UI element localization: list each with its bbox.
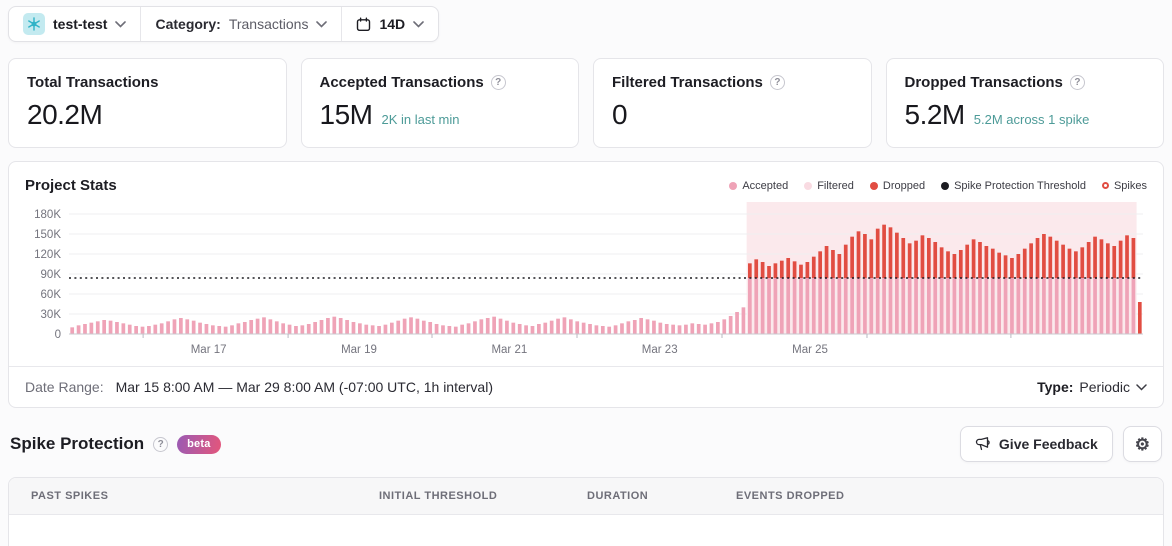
date-range-selector[interactable]: 14D — [342, 7, 438, 41]
svg-text:90K: 90K — [41, 269, 62, 281]
beta-badge: beta — [177, 434, 221, 454]
give-feedback-button[interactable]: Give Feedback — [959, 426, 1113, 462]
svg-text:60K: 60K — [41, 289, 62, 301]
svg-text:Mar 19: Mar 19 — [341, 344, 377, 356]
date-range-label: Date Range: — [25, 379, 104, 395]
chart-legend: Accepted Filtered Dropped Spike Protecti… — [729, 180, 1147, 192]
calendar-icon — [356, 17, 371, 32]
chevron-down-icon — [413, 20, 424, 28]
legend-swatch-dropped — [869, 181, 878, 190]
table-row — [9, 515, 1163, 546]
column-header-past-spikes: PAST SPIKES — [31, 490, 109, 502]
gear-icon: ⚙ — [1134, 434, 1150, 454]
range-label: 14D — [379, 16, 406, 32]
help-icon[interactable]: ? — [153, 436, 169, 452]
type-value: Periodic — [1079, 379, 1130, 395]
legend-item-accepted[interactable]: Accepted — [729, 180, 788, 192]
chart-title: Project Stats — [25, 177, 117, 194]
section-title: Spike Protection — [10, 434, 145, 453]
category-selector[interactable]: Category: Transactions — [141, 7, 341, 41]
legend-swatch-spikes — [1101, 182, 1109, 189]
column-header-duration: DURATION — [587, 490, 649, 502]
stat-value: 15M — [319, 99, 373, 130]
type-label: Type: — [1037, 379, 1074, 395]
chevron-down-icon — [1136, 383, 1147, 391]
svg-text:0: 0 — [55, 329, 61, 341]
stat-card-dropped-transactions: Dropped Transactions ? 5.2M 5.2M across … — [885, 58, 1164, 148]
legend-label: Dropped — [882, 179, 926, 192]
legend-item-spike-protection-threshold[interactable]: Spike Protection Threshold — [941, 180, 1086, 192]
project-selector[interactable]: test-test — [9, 7, 140, 41]
stat-card-filtered-transactions: Filtered Transactions ? 0 — [593, 58, 872, 148]
svg-text:150K: 150K — [34, 229, 61, 241]
give-feedback-label: Give Feedback — [998, 436, 1098, 452]
type-selector[interactable]: Type: Periodic — [1037, 379, 1147, 395]
help-icon[interactable]: ? — [1069, 75, 1085, 90]
svg-text:Mar 23: Mar 23 — [642, 344, 678, 356]
date-range-value: Mar 15 8:00 AM — Mar 29 8:00 AM (-07:00 … — [115, 379, 493, 395]
stat-value: 0 — [612, 99, 628, 130]
project-filter-bar: test-test Category: Transactions 14D — [8, 6, 440, 42]
past-spikes-table: PAST SPIKES INITIAL THRESHOLD DURATION E… — [8, 477, 1164, 546]
stat-card-total-transactions: Total Transactions ? 20.2M — [8, 58, 287, 148]
help-icon[interactable]: ? — [769, 75, 785, 90]
chevron-down-icon — [316, 20, 328, 28]
help-icon[interactable]: ? — [490, 75, 506, 90]
settings-button[interactable]: ⚙ — [1122, 426, 1162, 462]
stat-subtext: 2K in last min — [381, 112, 460, 127]
svg-text:180K: 180K — [34, 209, 61, 221]
svg-text:Mar 25: Mar 25 — [792, 344, 828, 356]
legend-item-spikes[interactable]: Spikes — [1101, 179, 1147, 192]
legend-swatch-filtered — [804, 181, 813, 190]
legend-item-dropped[interactable]: Dropped — [869, 179, 926, 192]
category-label: Category: — [155, 16, 221, 32]
divider — [140, 7, 142, 41]
legend-label: Spikes — [1113, 179, 1147, 192]
legend-label: Filtered — [817, 179, 854, 192]
category-value: Transactions — [228, 16, 309, 32]
stat-title: Total Transactions — [27, 74, 159, 91]
divider — [341, 7, 343, 41]
spike-protection-header: Spike Protection ? beta Give Feedback ⚙ — [10, 426, 1162, 462]
stat-card-accepted-transactions: Accepted Transactions ? 15M 2K in last m… — [300, 58, 579, 148]
svg-text:30K: 30K — [41, 309, 62, 321]
table-header-row: PAST SPIKES INITIAL THRESHOLD DURATION E… — [9, 478, 1163, 515]
project-name: test-test — [53, 16, 108, 32]
chart-footer: Date Range: Mar 15 8:00 AM — Mar 29 8:00… — [9, 366, 1163, 407]
project-stats-chart: 0 30K 60K 90K 120K 150K 180K Mar 17 Mar 19 Mar 21… — [34, 202, 1143, 356]
megaphone-icon — [975, 436, 991, 452]
stat-title: Dropped Transactions — [904, 74, 1063, 91]
stat-title: Accepted Transactions — [319, 74, 484, 91]
legend-label: Accepted — [742, 179, 789, 192]
stat-cards-row: Total Transactions ? 20.2M Accepted Tran… — [8, 58, 1164, 148]
chevron-down-icon — [115, 20, 127, 28]
svg-text:120K: 120K — [34, 249, 61, 261]
column-header-initial-threshold: INITIAL THRESHOLD — [379, 490, 498, 502]
project-logo-icon — [23, 13, 45, 35]
legend-label: Spike Protection Threshold — [954, 179, 1086, 192]
stat-value: 5.2M — [904, 99, 966, 130]
svg-text:Mar 21: Mar 21 — [491, 344, 527, 356]
legend-item-filtered[interactable]: Filtered — [804, 180, 854, 192]
stat-value: 20.2M — [27, 99, 103, 130]
column-header-events-dropped: EVENTS DROPPED — [736, 490, 845, 502]
svg-text:Mar 17: Mar 17 — [191, 344, 227, 356]
legend-swatch-threshold — [941, 181, 950, 190]
legend-swatch-accepted — [729, 181, 738, 190]
stat-title: Filtered Transactions — [612, 74, 763, 91]
stat-subtext: 5.2M across 1 spike — [973, 112, 1090, 127]
project-stats-card: Project Stats Accepted Filtered Dropped … — [8, 161, 1164, 408]
